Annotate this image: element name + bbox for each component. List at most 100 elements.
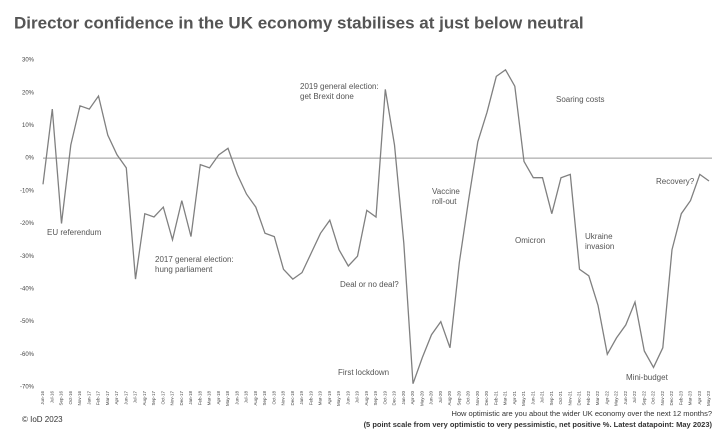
x-tick-label: Apr-20 (410, 391, 415, 405)
footnote: (5 point scale from very optimistic to v… (364, 420, 713, 429)
annotation: invasion (585, 242, 614, 251)
y-tick-label: 0% (25, 156, 34, 162)
x-tick-label: Feb-17 (96, 391, 101, 406)
y-tick-label: -10% (20, 188, 35, 194)
x-tick-label: Apr-22 (604, 391, 609, 405)
x-tick-label: Nov-17 (170, 391, 175, 406)
x-tick-label: Mar-21 (503, 391, 508, 406)
x-tick-label: Dec-19 (392, 391, 397, 406)
x-tick-label: May-23 (706, 391, 711, 407)
x-tick-label: Jun-19 (345, 391, 350, 405)
y-tick-label: -20% (20, 221, 35, 227)
x-tick-label: Jul-16 (49, 391, 54, 404)
y-tick-label: -30% (20, 254, 35, 260)
x-tick-label: Sep-22 (641, 391, 646, 406)
x-tick-label: May-18 (225, 391, 230, 407)
annotation: hung parliament (155, 265, 213, 274)
x-tick-label: Jun-21 (530, 391, 535, 405)
x-tick-label: Oct-20 (466, 391, 471, 405)
x-tick-label: Aug-20 (447, 391, 452, 406)
annotation: roll-out (432, 197, 457, 206)
x-tick-label: Sep-21 (549, 391, 554, 406)
x-tick-label: Jun-17 (123, 391, 128, 405)
x-tick-label: Feb-18 (197, 391, 202, 406)
y-tick-label: -70% (20, 385, 35, 391)
annotation: Deal or no deal? (340, 280, 399, 289)
x-tick-label: Oct-16 (68, 391, 73, 405)
x-tick-label: Mar-17 (105, 391, 110, 406)
x-tick-label: Oct-22 (651, 391, 656, 405)
x-tick-label: Nov-16 (77, 391, 82, 406)
annotation: 2019 general election: (300, 82, 379, 91)
x-tick-label: Jun-20 (429, 391, 434, 405)
x-tick-label: Nov-20 (475, 391, 480, 406)
footnote: How optimistic are you about the wider U… (451, 409, 712, 418)
x-tick-label: Nov-21 (567, 391, 572, 406)
annotation: Ukraine (585, 232, 613, 241)
x-tick-label: Nov-22 (660, 391, 665, 406)
x-tick-label: Dec-17 (179, 391, 184, 406)
x-tick-label: Jan-20 (401, 391, 406, 405)
x-tick-label: Mar-23 (688, 391, 693, 406)
x-tick-label: Sep-16 (59, 391, 64, 406)
y-tick-label: 10% (22, 123, 35, 129)
x-tick-label: Apr-23 (697, 391, 702, 405)
x-tick-label: Apr-19 (327, 391, 332, 405)
x-tick-label: Jun-22 (623, 391, 628, 405)
x-tick-label: Apr-21 (512, 391, 517, 405)
x-tick-label: Apr-18 (216, 391, 221, 405)
y-tick-label: 30% (22, 58, 35, 64)
x-tick-label: Jul-22 (632, 391, 637, 404)
annotation: Vaccine (432, 187, 460, 196)
x-tick-label: Jul-20 (438, 391, 443, 404)
x-tick-label: Mar-19 (318, 391, 323, 406)
x-tick-label: Sep-18 (262, 391, 267, 406)
x-tick-label: Aug-17 (142, 391, 147, 406)
x-tick-label: Dec-21 (577, 391, 582, 406)
x-tick-label: Oct-17 (160, 391, 165, 405)
annotation: EU referendum (47, 228, 102, 237)
annotation: Omicron (515, 236, 545, 245)
x-tick-label: Jul-18 (244, 391, 249, 404)
x-tick-label: Dec-18 (290, 391, 295, 406)
annotation: First lockdown (338, 368, 389, 377)
x-tick-label: Jan-18 (188, 391, 193, 405)
annotation: 2017 general election: (155, 255, 234, 264)
annotation: Mini-budget (626, 373, 669, 382)
x-tick-label: May-22 (614, 391, 619, 407)
y-tick-label: 20% (22, 90, 35, 96)
copyright: © IoD 2023 (22, 415, 63, 424)
x-tick-label: Oct-18 (271, 391, 276, 405)
x-tick-label: Jan-19 (299, 391, 304, 405)
x-tick-label: Sep-19 (373, 391, 378, 406)
x-tick-label: Mar-18 (207, 391, 212, 406)
x-tick-label: Apr-17 (114, 391, 119, 405)
annotation: Soaring costs (556, 95, 604, 104)
x-tick-label: Mar-22 (595, 391, 600, 406)
y-tick-label: -60% (20, 352, 35, 358)
x-tick-label: May-20 (419, 391, 424, 407)
x-tick-label: Feb-21 (493, 391, 498, 406)
x-tick-label: Jul-21 (540, 391, 545, 404)
x-tick-label: May-21 (521, 391, 526, 407)
x-tick-label: May-19 (336, 391, 341, 407)
x-tick-label: Aug-18 (253, 391, 258, 406)
x-tick-label: Dec-22 (669, 391, 674, 406)
x-tick-label: Feb-19 (308, 391, 313, 406)
annotation: get Brexit done (300, 92, 354, 101)
x-tick-label: Sep-20 (456, 391, 461, 406)
chart-title: Director confidence in the UK economy st… (14, 13, 584, 32)
x-tick-label: Jan-17 (86, 391, 91, 405)
x-tick-label: Nov-18 (281, 391, 286, 406)
x-tick-label: Feb-22 (586, 391, 591, 406)
y-tick-label: -40% (20, 286, 35, 292)
annotation: Recovery? (656, 177, 695, 186)
x-tick-label: Jun-16 (40, 391, 45, 405)
x-tick-label: Oct-21 (558, 391, 563, 405)
x-tick-label: Oct-19 (382, 391, 387, 405)
x-tick-label: Jul-17 (133, 391, 138, 404)
x-tick-label: Dec-20 (484, 391, 489, 406)
x-tick-label: Feb-23 (678, 391, 683, 406)
x-tick-label: Jun-18 (234, 391, 239, 405)
